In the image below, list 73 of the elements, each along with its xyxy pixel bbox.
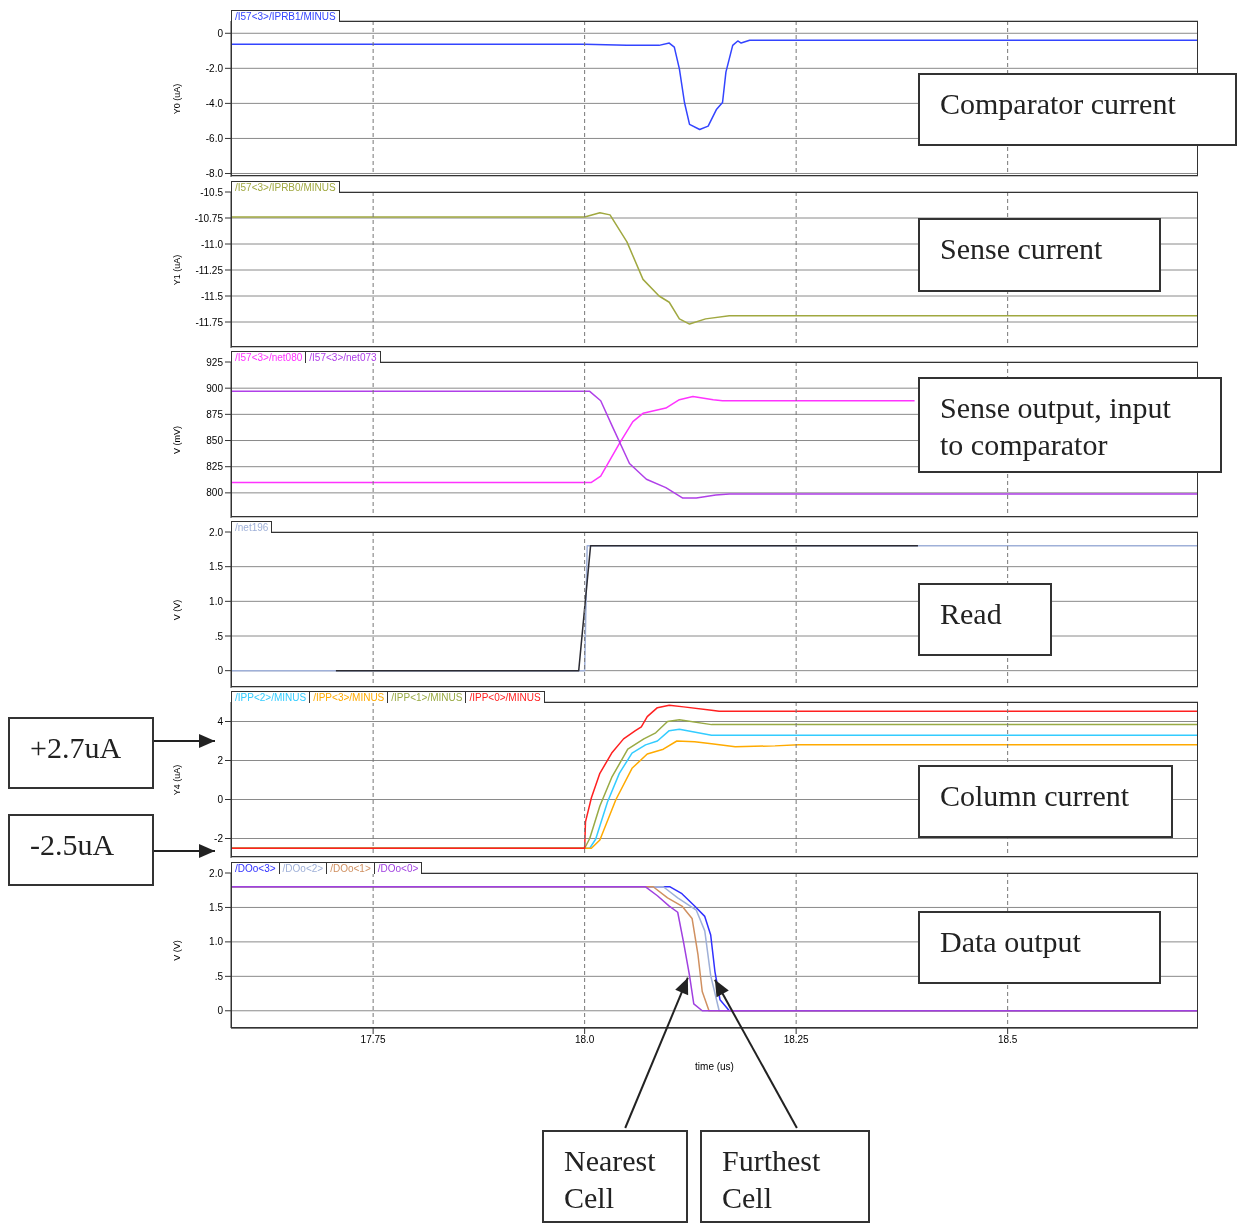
x-tick-label: 18.25 <box>783 1034 810 1046</box>
x-axis-title: time (us) <box>695 1061 734 1072</box>
text-box: Read <box>918 583 1052 656</box>
text-box: Column current <box>918 765 1173 838</box>
y-tick-label: 0 <box>217 665 224 677</box>
y-tick-label: -11.0 <box>200 238 224 250</box>
y-tick-label: -10.5 <box>200 186 224 198</box>
y-axis-title: Y0 (uA) <box>172 83 183 115</box>
y-tick-label: .5 <box>214 630 224 642</box>
annotation: Column current <box>940 779 1130 812</box>
series-label: /DOo<0> <box>373 863 422 874</box>
y-tick-label: 2.0 <box>209 867 224 879</box>
y-tick-label: -11.25 <box>195 264 224 276</box>
y-axis-title: Y1 (uA) <box>172 254 183 286</box>
y-tick-label: 2 <box>217 755 224 767</box>
text: /I57<3>/net073 <box>305 352 380 363</box>
x-tick-label: 18.0 <box>574 1034 595 1046</box>
x-tick-label: 18.5 <box>997 1034 1018 1046</box>
y-tick-label: 4 <box>217 716 224 728</box>
text-box: +2.7uA <box>8 717 154 789</box>
x-tick-label: 17.75 <box>360 1034 387 1046</box>
text: /I57<3>/IPRB0/MINUS <box>232 182 339 193</box>
y-axis-title: V (V) <box>172 599 183 621</box>
y-tick-label: .5 <box>214 970 224 982</box>
annotation: Read <box>940 597 1002 630</box>
y-tick-label: -2.0 <box>205 62 224 74</box>
text-box: Sense current <box>918 218 1161 292</box>
annotation: Furthest Cell <box>722 1144 821 1214</box>
text: /IPP<1>/MINUS <box>387 692 466 703</box>
annotation: Sense output, input to comparator <box>940 391 1171 461</box>
text-box: Furthest Cell <box>700 1130 870 1223</box>
text: /IPP<0>/MINUS <box>465 692 544 703</box>
y-tick-label: 875 <box>206 408 224 420</box>
y-tick-label: 800 <box>206 487 224 499</box>
y-tick-label: 0 <box>217 1005 224 1017</box>
text-box: Data output <box>918 911 1161 984</box>
y-tick-label: 925 <box>206 356 224 368</box>
y-tick-label: 0 <box>217 27 224 39</box>
y-tick-label: 900 <box>206 382 224 394</box>
y-tick-label: -10.75 <box>194 212 224 224</box>
text: /IPP<2>/MINUS <box>234 692 308 703</box>
annotation: Comparator current <box>940 87 1176 120</box>
y-tick-label: -11.5 <box>200 290 224 302</box>
y-tick-label: 1.0 <box>209 595 224 607</box>
y-tick-label: -11.75 <box>195 316 224 328</box>
text: /net196 <box>232 522 272 533</box>
y-tick-label: -8.0 <box>205 168 224 180</box>
y-tick-label: -6.0 <box>205 132 224 144</box>
annotation: Data output <box>940 925 1081 958</box>
annotation: Sense current <box>940 232 1103 265</box>
text: /I57<3>/net080 <box>234 352 304 363</box>
y-tick-label: 850 <box>206 435 224 447</box>
series-label: /DOo<1> <box>326 863 374 874</box>
text: /IPP<3>/MINUS <box>309 692 388 703</box>
y-tick-label: 1.5 <box>209 901 224 913</box>
y-tick-label: 1.0 <box>209 936 224 948</box>
y-axis-title: V (V) <box>172 940 183 961</box>
series-label: /DOo<2> <box>278 863 327 874</box>
y-tick-label: 1.5 <box>209 561 224 573</box>
text-box: Sense output, input to comparator <box>918 377 1222 473</box>
y-tick-label: 0 <box>217 794 224 806</box>
text-box: Nearest Cell <box>542 1130 688 1223</box>
y-tick-label: 2.0 <box>209 526 224 538</box>
y-axis-title: V (mV) <box>172 426 183 454</box>
y-tick-label: -2 <box>214 833 224 845</box>
y-tick-label: 825 <box>206 461 224 473</box>
annotation: Nearest Cell <box>564 1144 656 1214</box>
text-box: Comparator current <box>918 73 1237 146</box>
series-label: /DOo<3> <box>234 863 277 874</box>
text: /I57<3>/IPRB1/MINUS <box>232 11 339 22</box>
text-box: -2.5uA <box>8 814 154 886</box>
y-axis-title: Y4 (uA) <box>172 764 183 796</box>
y-tick-label: -4.0 <box>205 97 224 109</box>
